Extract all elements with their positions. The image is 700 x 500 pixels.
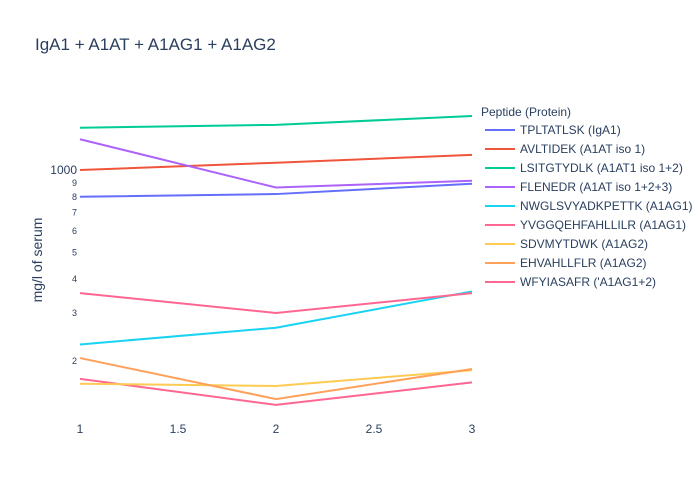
plot-area <box>79 115 473 406</box>
series-line[interactable] <box>79 138 473 189</box>
y-axis-title: mg/l of serum <box>29 218 45 303</box>
y-tick-label: 6 <box>72 226 77 236</box>
series-line[interactable] <box>79 357 473 401</box>
x-axis-ticks: 1 1.5 2 2.5 3 <box>77 422 476 436</box>
legend-item-label[interactable]: YVGGQEHFAHLLILR (A1AG1) <box>520 218 686 232</box>
legend-item-label[interactable]: WFYIASAFR ('A1AG1+2) <box>520 275 656 289</box>
x-tick-label: 1 <box>77 422 84 436</box>
series-line[interactable] <box>79 182 473 198</box>
y-tick-label: 9 <box>72 178 77 188</box>
y-tick-label: 3 <box>72 308 77 318</box>
y-tick-label: 7 <box>72 208 77 218</box>
series-line[interactable] <box>79 153 473 171</box>
x-tick-label: 3 <box>469 422 476 436</box>
series-line[interactable] <box>79 377 473 406</box>
legend-item-label[interactable]: SDVMYTDWK (A1AG2) <box>520 237 648 251</box>
legend[interactable]: Peptide (Protein) TPLTATLSK (IgA1) AVLTID… <box>481 105 692 289</box>
y-tick-label: 5 <box>72 248 77 258</box>
series-line[interactable] <box>79 369 473 387</box>
legend-item-label[interactable]: FLENEDR (A1AT iso 1+2+3) <box>520 180 672 194</box>
y-tick-label: 2 <box>72 356 77 366</box>
x-tick-label: 2 <box>273 422 280 436</box>
series-line[interactable] <box>79 292 473 315</box>
x-tick-label: 1.5 <box>170 422 187 436</box>
legend-item-label[interactable]: NWGLSVYADKPETTK (A1AG1) <box>520 199 692 213</box>
y-tick-label: 4 <box>72 274 77 284</box>
legend-item-label[interactable]: LSITGTYDLK (A1AT1 iso 1+2) <box>520 161 683 175</box>
legend-item-label[interactable]: AVLTIDEK (A1AT iso 1) <box>520 142 645 156</box>
series-line[interactable] <box>79 115 473 129</box>
series-line[interactable] <box>79 290 473 346</box>
legend-item-label[interactable]: EHVAHLLFLR (A1AG2) <box>520 256 647 270</box>
legend-title: Peptide (Protein) <box>481 105 571 119</box>
legend-item-label[interactable]: TPLTATLSK (IgA1) <box>520 123 621 137</box>
y-tick-label: 1000 <box>50 163 77 177</box>
x-tick-label: 2.5 <box>366 422 383 436</box>
y-tick-label: 8 <box>72 192 77 202</box>
chart-title: IgA1 + A1AT + A1AG1 + A1AG2 <box>35 35 276 54</box>
